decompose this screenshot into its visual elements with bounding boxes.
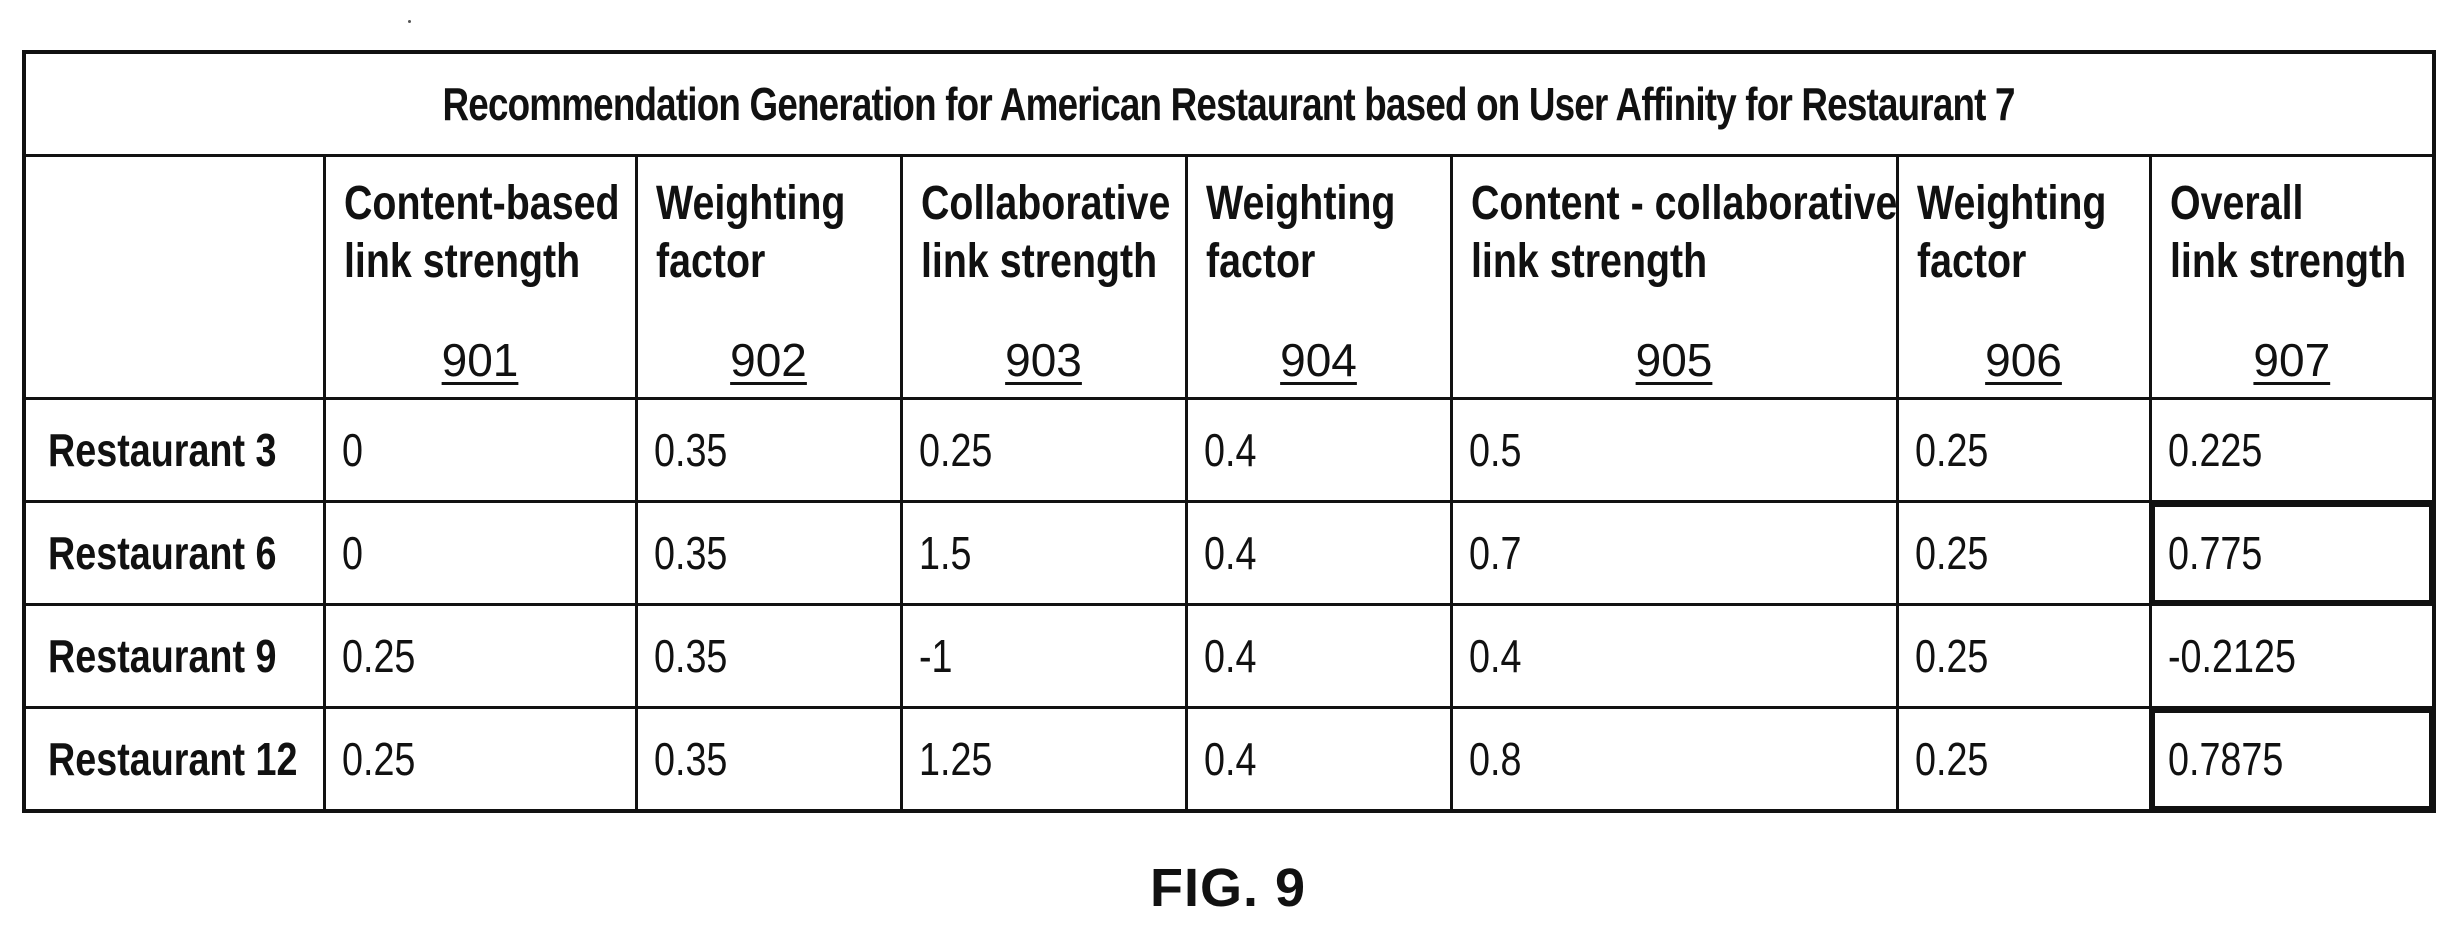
- row-header-label: Restaurant 3: [48, 423, 276, 477]
- cell-value: 1.25: [919, 732, 992, 786]
- cell-value: 0: [342, 423, 363, 477]
- table-cell: 0.8: [1451, 708, 1897, 812]
- column-header-label: Weighting factor: [1917, 175, 2159, 291]
- column-reference-number: 907: [2152, 333, 2433, 387]
- table-cell: 0.4: [1186, 502, 1451, 605]
- cell-value: 0: [342, 526, 363, 580]
- table-cell: 0.25: [324, 708, 636, 812]
- cell-value: 0.25: [1915, 423, 1988, 477]
- column-reference-number: 906: [1899, 333, 2149, 387]
- table-title-cell: Recommendation Generation for American R…: [24, 52, 2434, 156]
- table-cell: 0.25: [1897, 502, 2150, 605]
- column-header: Weighting factor 904: [1186, 156, 1451, 399]
- table-cell: 0.4: [1186, 605, 1451, 708]
- column-reference-number: 903: [903, 333, 1185, 387]
- title-row: Recommendation Generation for American R…: [24, 52, 2434, 156]
- overall-link-strength-cell: 0.7875: [2150, 708, 2434, 812]
- column-header: Weighting factor 906: [1897, 156, 2150, 399]
- column-reference-number: 905: [1453, 333, 1896, 387]
- table-cell: 1.25: [901, 708, 1186, 812]
- cell-value: 1.5: [919, 526, 971, 580]
- row-header-label: Restaurant 9: [48, 629, 276, 683]
- table-cell: 0.4: [1186, 399, 1451, 502]
- column-header: Content-based link strength 901: [324, 156, 636, 399]
- scan-speck: [408, 20, 411, 23]
- table-cell: 0: [324, 502, 636, 605]
- row-header: Restaurant 12: [24, 708, 324, 812]
- overall-link-strength-cell: 0.225: [2150, 399, 2434, 502]
- column-header-label: Content - collaborative link strength: [1471, 175, 1900, 291]
- table-cell: 0.4: [1186, 708, 1451, 812]
- column-header: Weighting factor 902: [636, 156, 901, 399]
- table-cell: 0.25: [901, 399, 1186, 502]
- cell-value: 0.5: [1469, 423, 1521, 477]
- cell-value: 0.7: [1469, 526, 1521, 580]
- cell-value: 0.775: [2168, 526, 2262, 580]
- column-header: Overall link strength 907: [2150, 156, 2434, 399]
- cell-value: 0.4: [1469, 629, 1521, 683]
- table-row: Restaurant 12 0.25 0.35 1.25 0.4 0.8 0.25 0.787…: [24, 708, 2434, 812]
- table-cell: 0.35: [636, 708, 901, 812]
- table-cell: 0.35: [636, 399, 901, 502]
- column-header-label: Collaborative link strength: [921, 175, 1194, 291]
- column-header: Collaborative link strength 903: [901, 156, 1186, 399]
- header-corner-cell: [24, 156, 324, 399]
- cell-value: 0.35: [654, 423, 727, 477]
- cell-value: 0.4: [1204, 629, 1256, 683]
- table-cell: 0.35: [636, 605, 901, 708]
- table-cell: 0.35: [636, 502, 901, 605]
- column-reference-number: 902: [638, 333, 900, 387]
- table-cell: 0.25: [1897, 605, 2150, 708]
- row-header: Restaurant 9: [24, 605, 324, 708]
- cell-value: 0.25: [1915, 629, 1988, 683]
- column-header-label: Weighting factor: [1206, 175, 1460, 291]
- table-cell: 0.25: [1897, 399, 2150, 502]
- table-title: Recommendation Generation for American R…: [443, 77, 2015, 131]
- cell-value: 0.35: [654, 732, 727, 786]
- cell-value: 0.35: [654, 629, 727, 683]
- column-header-label: Content-based link strength: [344, 175, 643, 291]
- column-header-label: Weighting factor: [656, 175, 910, 291]
- table-cell: 0.25: [324, 605, 636, 708]
- cell-value: 0.25: [919, 423, 992, 477]
- header-row: Content-based link strength 901 Weightin…: [24, 156, 2434, 399]
- table-cell: 0.5: [1451, 399, 1897, 502]
- cell-value: 0.4: [1204, 526, 1256, 580]
- cell-value: -0.2125: [2168, 629, 2296, 683]
- cell-value: -1: [919, 629, 953, 683]
- table-cell: 1.5: [901, 502, 1186, 605]
- column-reference-number: 904: [1188, 333, 1450, 387]
- cell-value: 0.25: [1915, 526, 1988, 580]
- column-header-label: Overall link strength: [2170, 175, 2442, 291]
- row-header: Restaurant 3: [24, 399, 324, 502]
- cell-value: 0.4: [1204, 423, 1256, 477]
- cell-value: 0.25: [342, 629, 415, 683]
- table-cell: 0.4: [1451, 605, 1897, 708]
- row-header-label: Restaurant 12: [48, 732, 297, 786]
- cell-value: 0.225: [2168, 423, 2262, 477]
- cell-value: 0.25: [1915, 732, 1988, 786]
- figure-caption: FIG. 9: [0, 858, 2456, 918]
- table-row: Restaurant 9 0.25 0.35 -1 0.4 0.4 0.25 -0.2125: [24, 605, 2434, 708]
- row-header-label: Restaurant 6: [48, 526, 276, 580]
- table-body: Restaurant 300.350.250.40.50.250.225Rest…: [24, 399, 2434, 812]
- cell-value: 0.25: [342, 732, 415, 786]
- row-header: Restaurant 6: [24, 502, 324, 605]
- table-row: Restaurant 6 0 0.35 1.5 0.4 0.7 0.25 0.775: [24, 502, 2434, 605]
- table-cell: 0.7: [1451, 502, 1897, 605]
- table-cell: 0: [324, 399, 636, 502]
- cell-value: 0.8: [1469, 732, 1521, 786]
- overall-link-strength-cell: 0.775: [2150, 502, 2434, 605]
- overall-link-strength-cell: -0.2125: [2150, 605, 2434, 708]
- cell-value: 0.35: [654, 526, 727, 580]
- cell-value: 0.7875: [2168, 732, 2283, 786]
- column-header: Content - collaborative link strength 90…: [1451, 156, 1897, 399]
- table-cell: -1: [901, 605, 1186, 708]
- link-strength-table: Recommendation Generation for American R…: [22, 50, 2436, 813]
- table-row: Restaurant 3 0 0.35 0.25 0.4 0.5 0.25 0.225: [24, 399, 2434, 502]
- cell-value: 0.4: [1204, 732, 1256, 786]
- table-cell: 0.25: [1897, 708, 2150, 812]
- column-reference-number: 901: [326, 333, 635, 387]
